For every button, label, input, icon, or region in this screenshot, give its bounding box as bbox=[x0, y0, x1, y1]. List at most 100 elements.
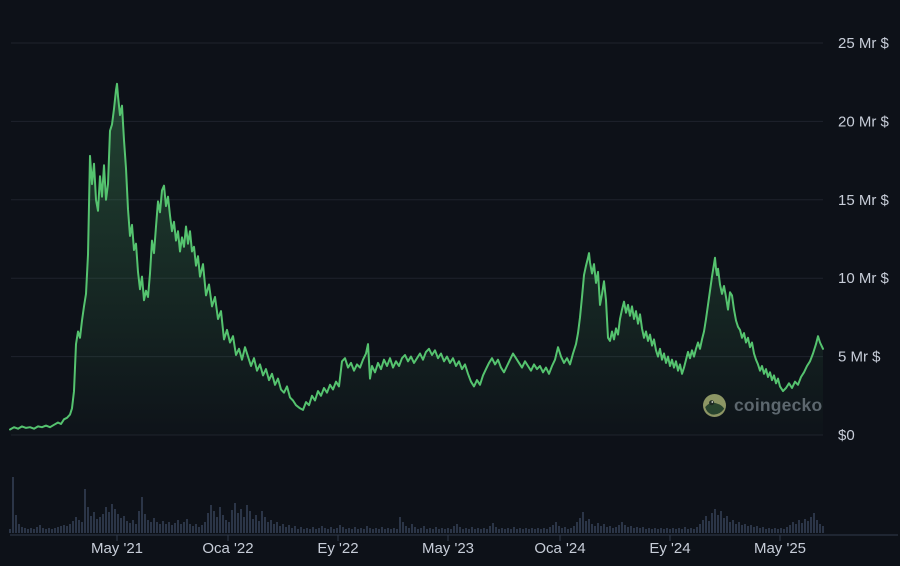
volume-bar bbox=[456, 524, 458, 533]
volume-bar bbox=[288, 525, 290, 533]
volume-bars bbox=[9, 477, 824, 533]
volume-bar bbox=[411, 524, 413, 533]
volume-bar bbox=[588, 519, 590, 533]
volume-bar bbox=[735, 524, 737, 533]
volume-bar bbox=[654, 528, 656, 533]
y-axis-label: 20 Mr $ bbox=[838, 113, 890, 130]
volume-bar bbox=[531, 528, 533, 533]
volume-bar bbox=[363, 529, 365, 533]
volume-bar bbox=[378, 529, 380, 533]
volume-bar bbox=[441, 528, 443, 533]
volume-bar bbox=[657, 529, 659, 533]
volume-bar bbox=[243, 517, 245, 533]
volume-bar bbox=[558, 526, 560, 533]
volume-bar bbox=[795, 524, 797, 533]
volume-bar bbox=[303, 529, 305, 533]
volume-bar bbox=[225, 520, 227, 533]
volume-bar bbox=[675, 529, 677, 533]
volume-bar bbox=[30, 528, 32, 533]
volume-bar bbox=[111, 504, 113, 533]
volume-bar bbox=[117, 514, 119, 533]
volume-bar bbox=[318, 528, 320, 533]
volume-bar bbox=[693, 529, 695, 533]
volume-bar bbox=[39, 525, 41, 533]
volume-bar bbox=[258, 521, 260, 533]
volume-bar bbox=[333, 529, 335, 533]
x-axis-labels: May '21 Oca '22 Ey '22 May '23 Oca '24 Ey '24… bbox=[91, 540, 806, 557]
volume-bar bbox=[729, 522, 731, 533]
volume-bar bbox=[789, 525, 791, 533]
volume-bar bbox=[396, 529, 398, 533]
volume-bar bbox=[165, 524, 167, 533]
volume-bar bbox=[639, 528, 641, 533]
volume-bar bbox=[651, 529, 653, 533]
volume-bar bbox=[285, 527, 287, 533]
x-axis-label: Ey '22 bbox=[317, 540, 358, 557]
volume-bar bbox=[78, 520, 80, 533]
volume-bar bbox=[414, 527, 416, 533]
volume-bar bbox=[234, 503, 236, 533]
y-axis-label: 15 Mr $ bbox=[838, 192, 890, 209]
volume-bar bbox=[429, 528, 431, 533]
volume-bar bbox=[51, 529, 53, 533]
price-line bbox=[9, 82, 824, 431]
volume-bar bbox=[66, 526, 68, 533]
volume-bar bbox=[369, 528, 371, 533]
volume-bar bbox=[759, 528, 761, 533]
volume-bar bbox=[696, 527, 698, 533]
volume-bar bbox=[153, 518, 155, 533]
y-axis-label: 25 Mr $ bbox=[838, 35, 890, 52]
volume-bar bbox=[768, 528, 770, 533]
volume-bar bbox=[96, 519, 98, 533]
volume-bar bbox=[648, 528, 650, 533]
volume-bar bbox=[819, 524, 821, 533]
volume-bar bbox=[282, 524, 284, 533]
volume-bar bbox=[393, 528, 395, 533]
volume-bar bbox=[402, 522, 404, 533]
volume-bar bbox=[702, 520, 704, 533]
x-axis-label: May '25 bbox=[754, 540, 806, 557]
volume-bar bbox=[135, 524, 137, 533]
volume-bar bbox=[480, 529, 482, 533]
y-axis-label: 10 Mr $ bbox=[838, 270, 890, 287]
volume-bar bbox=[144, 514, 146, 533]
volume-bar bbox=[24, 528, 26, 533]
volume-bar bbox=[384, 529, 386, 533]
volume-bar bbox=[438, 529, 440, 533]
volume-bar bbox=[807, 521, 809, 533]
volume-bar bbox=[474, 529, 476, 533]
volume-bar bbox=[723, 518, 725, 533]
volume-bar bbox=[129, 523, 131, 533]
volume-bar bbox=[762, 527, 764, 533]
volume-bar bbox=[672, 528, 674, 533]
volume-bar bbox=[717, 515, 719, 533]
volume-bar bbox=[444, 529, 446, 533]
volume-bar bbox=[564, 527, 566, 533]
volume-bar bbox=[642, 527, 644, 533]
volume-bar bbox=[525, 528, 527, 533]
volume-bar bbox=[507, 528, 509, 533]
volume-bar bbox=[753, 527, 755, 533]
price-series bbox=[9, 82, 824, 436]
volume-bar bbox=[771, 529, 773, 533]
volume-bar bbox=[330, 527, 332, 533]
volume-bar bbox=[645, 529, 647, 533]
volume-bar bbox=[75, 517, 77, 533]
volume-bar bbox=[540, 529, 542, 533]
volume-bar bbox=[57, 527, 59, 533]
volume-bar bbox=[189, 524, 191, 533]
volume-bar bbox=[666, 528, 668, 533]
volume-bar bbox=[705, 516, 707, 533]
volume-bar bbox=[636, 527, 638, 533]
volume-bar bbox=[342, 527, 344, 533]
volume-bar bbox=[300, 527, 302, 533]
volume-bar bbox=[348, 528, 350, 533]
volume-bar bbox=[273, 524, 275, 533]
volume-bar bbox=[372, 529, 374, 533]
volume-bar bbox=[756, 526, 758, 533]
volume-bar bbox=[741, 525, 743, 533]
volume-bar bbox=[690, 528, 692, 533]
volume-bar bbox=[594, 526, 596, 533]
